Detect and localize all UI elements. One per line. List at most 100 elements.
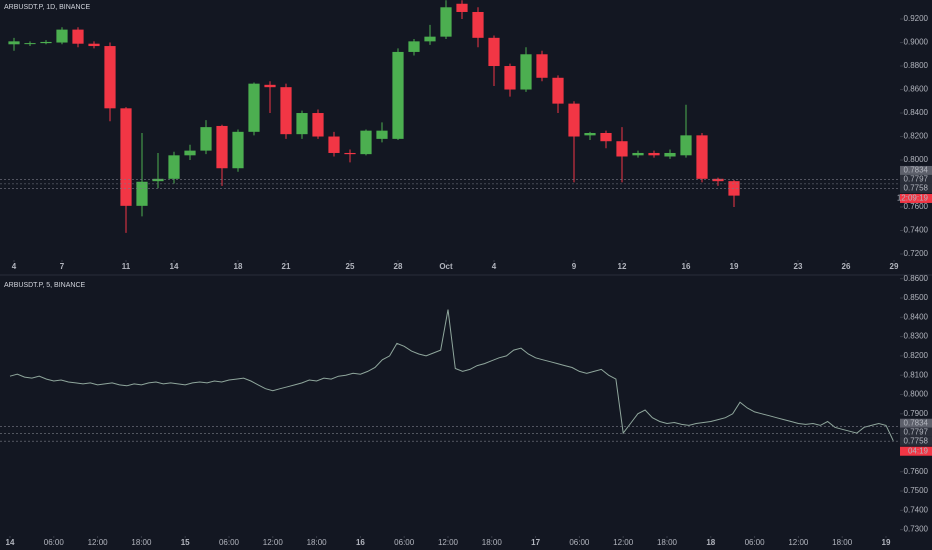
x-tick-label: 15 (181, 538, 190, 547)
price-label: 0.7834 (904, 418, 929, 427)
candle-body (360, 130, 372, 155)
x-tick-label: 18:00 (482, 538, 503, 547)
candle-body (104, 46, 116, 109)
price-label-box (900, 418, 932, 428)
x-tick-label: 12:00 (88, 538, 109, 547)
x-tick-label: 06:00 (745, 538, 766, 547)
y-tick-label: 0.8300 (904, 332, 929, 341)
x-tick-label: 18:00 (131, 538, 152, 547)
y-tick-label: 0.7500 (904, 486, 929, 495)
price-label: 0.7758 (904, 436, 929, 445)
x-tick-label: 23 (794, 262, 803, 271)
y-tick-label: 0.7400 (904, 226, 929, 235)
candle-body (152, 178, 164, 182)
candle-body (72, 29, 84, 44)
candle-body (216, 125, 228, 169)
candle-body (24, 43, 36, 45)
candle-body (184, 150, 196, 156)
candle-body (504, 66, 516, 90)
candle-body (232, 131, 244, 169)
candle-body (424, 36, 436, 42)
price-label-box (900, 174, 932, 184)
price-label-box (900, 436, 932, 446)
countdown-box (900, 446, 932, 456)
y-tick-label: 0.9000 (904, 38, 929, 47)
x-tick-label: 18:00 (657, 538, 678, 547)
y-tick-label: 0.7400 (904, 505, 929, 514)
candle-body (392, 51, 404, 139)
x-tick-label: 26 (842, 262, 851, 271)
y-tick-label: 0.8400 (904, 108, 929, 117)
candle-body (520, 54, 532, 90)
x-tick-label: 06:00 (44, 538, 65, 547)
y-tick-label: 0.8100 (904, 370, 929, 379)
y-tick-label: 0.8600 (904, 274, 929, 283)
candle-body (600, 132, 612, 142)
candle-body (472, 11, 484, 38)
candle-body (680, 135, 692, 156)
candle-body (56, 29, 68, 43)
candle-body (168, 155, 180, 179)
candle-body (264, 84, 276, 88)
candle-body (552, 77, 564, 104)
price-label: 0.7797 (904, 175, 929, 184)
y-tick-label: 0.7600 (904, 467, 929, 476)
y-tick-label: 0.8800 (904, 61, 929, 70)
x-tick-label: 4 (492, 262, 497, 271)
x-tick-label: 4 (12, 262, 17, 271)
countdown-box (900, 193, 932, 203)
x-tick-label: 18:00 (307, 538, 328, 547)
x-tick-label: 29 (890, 262, 899, 271)
candle-body (632, 152, 644, 156)
x-tick-label: 12:00 (438, 538, 459, 547)
price-line (9, 309, 894, 442)
candle-body (616, 141, 628, 157)
countdown: 04:19 (908, 446, 929, 455)
countdown: 12:09:19 (897, 194, 929, 203)
x-tick-label: 19 (730, 262, 739, 271)
candle-body (584, 132, 596, 136)
price-label: 0.7758 (904, 184, 929, 193)
candle-body (536, 54, 548, 78)
y-tick-label: 0.7600 (904, 202, 929, 211)
x-tick-label: 06:00 (569, 538, 590, 547)
y-tick-label: 0.8400 (904, 312, 929, 321)
price-label: 0.7797 (904, 427, 929, 436)
price-label-box (900, 165, 932, 175)
candle-body (456, 3, 468, 12)
x-tick-label: 16 (682, 262, 691, 271)
candle-body (248, 83, 260, 132)
x-tick-label: 17 (531, 538, 540, 547)
x-tick-label: 18:00 (832, 538, 853, 547)
x-tick-label: Oct (439, 262, 453, 271)
x-tick-label: 06:00 (219, 538, 240, 547)
candle-body (408, 41, 420, 52)
price-label-box (900, 183, 932, 193)
candle-body (88, 43, 100, 47)
y-tick-label: 0.7900 (904, 409, 929, 418)
y-tick-label: 0.7200 (904, 249, 929, 258)
x-tick-label: 9 (572, 262, 577, 271)
candle-body (312, 113, 324, 137)
x-tick-label: 28 (394, 262, 403, 271)
x-tick-label: 12:00 (788, 538, 809, 547)
candle-body (440, 7, 452, 37)
candle-body (40, 41, 52, 44)
x-tick-label: 18 (234, 262, 243, 271)
candle-body (200, 127, 212, 151)
chart-title: ARBUSDT.P, 1D, BINANCE (4, 4, 91, 11)
x-tick-label: 14 (170, 262, 179, 271)
candle-body (296, 113, 308, 135)
x-tick-label: 14 (6, 538, 15, 547)
candle-body (648, 152, 660, 156)
y-tick-label: 0.8000 (904, 390, 929, 399)
x-tick-label: 19 (882, 538, 891, 547)
price-label-box (900, 427, 932, 437)
candle-body (328, 136, 340, 153)
candle-body (120, 108, 132, 206)
candle-body (344, 152, 356, 155)
candle-body (696, 135, 708, 179)
y-tick-label: 0.8500 (904, 293, 929, 302)
y-tick-label: 0.8600 (904, 85, 929, 94)
